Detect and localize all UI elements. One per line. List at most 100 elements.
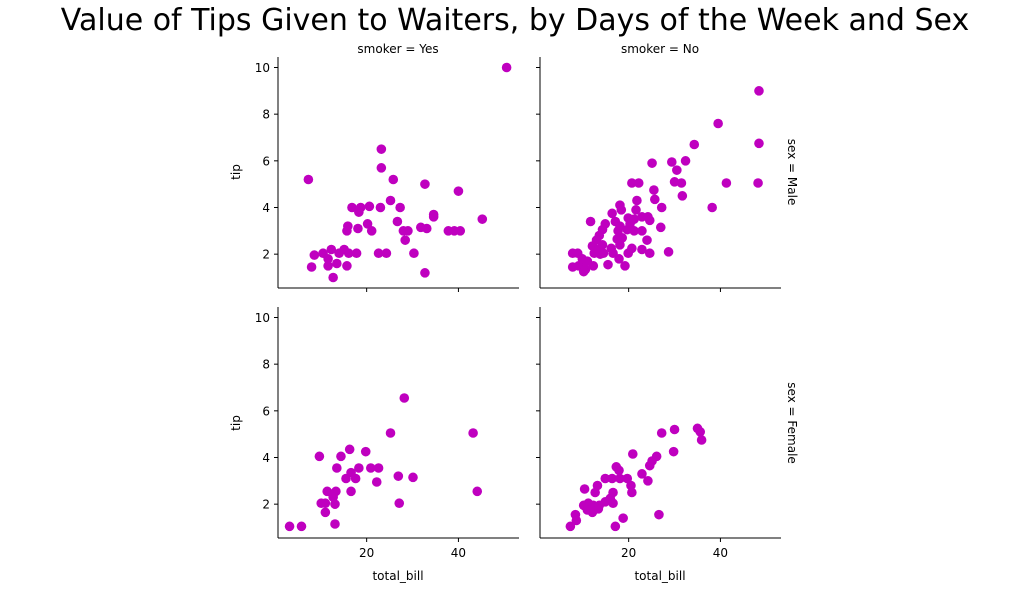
scatter-point <box>400 235 410 245</box>
scatter-point <box>381 248 392 259</box>
scatter-point <box>323 261 333 271</box>
scatter-point <box>713 118 723 129</box>
scatter-point <box>408 472 418 483</box>
scatter-point <box>656 428 667 438</box>
y-tick-label: 6 <box>262 404 270 418</box>
scatter-point <box>668 446 679 457</box>
scatter-point <box>303 174 314 185</box>
chart-title: Value of Tips Given to Waiters, by Days … <box>61 3 969 38</box>
scatter-point <box>579 484 590 494</box>
scatter-point <box>721 178 732 188</box>
scatter-point <box>364 201 375 212</box>
scatter-point <box>614 254 624 264</box>
scatter-point <box>373 463 384 473</box>
x-tick-label: 40 <box>713 546 728 560</box>
row-title-female: sex = Female <box>785 382 799 464</box>
scatter-point <box>672 165 682 175</box>
scatter-point <box>590 487 600 498</box>
scatter-point <box>616 205 627 215</box>
row-title-male: sex = Male <box>785 139 799 206</box>
scatter-point <box>328 272 338 283</box>
scatter-point <box>676 178 687 188</box>
scatter-point <box>343 248 354 259</box>
scatter-point <box>409 248 419 259</box>
x-tick-label: 40 <box>451 546 466 560</box>
scatter-point <box>627 487 637 498</box>
scatter-point <box>578 266 589 277</box>
scatter-point <box>385 428 396 438</box>
scatter-point <box>643 476 653 486</box>
scatter-point <box>477 214 488 224</box>
scatter-point <box>453 186 464 196</box>
scatter-point <box>428 212 439 222</box>
scatter-point <box>600 473 611 484</box>
y-tick-label: 8 <box>262 108 270 122</box>
scatter-point <box>565 521 576 532</box>
scatter-point <box>314 451 325 462</box>
scatter-point <box>375 202 386 213</box>
scatter-point <box>582 256 593 266</box>
scatter-point <box>707 202 717 213</box>
scatter-point <box>344 444 355 455</box>
scatter-point <box>620 261 630 271</box>
scatter-point <box>754 138 764 149</box>
scatter-point <box>320 498 331 509</box>
scatter-point <box>376 144 387 154</box>
x-tick-label: 20 <box>621 546 636 560</box>
scatter-point <box>754 86 764 96</box>
scatter-point <box>618 513 628 523</box>
scatter-point <box>627 178 637 188</box>
scatter-point <box>421 223 432 234</box>
scatter-point <box>341 473 351 484</box>
scatter-point <box>306 262 317 272</box>
scatter-point <box>642 235 652 245</box>
scatter-point <box>644 460 655 471</box>
scatter-point <box>603 259 613 270</box>
scatter-point <box>322 486 332 497</box>
col-title-smoker-no: smoker = No <box>621 42 699 56</box>
scatter-point <box>629 226 639 236</box>
scatter-point <box>689 139 700 150</box>
scatter-point <box>637 226 647 236</box>
scatter-point <box>373 248 384 259</box>
scatter-point <box>650 194 660 205</box>
scatter-point <box>354 207 364 217</box>
scatter-point <box>695 427 706 437</box>
scatter-point <box>403 226 413 236</box>
scatter-point <box>330 519 340 529</box>
x-axis-label-right: total_bill <box>634 569 685 583</box>
scatter-point <box>593 504 604 514</box>
scatter-point <box>637 244 647 255</box>
scatter-point <box>455 226 466 236</box>
scatter-point <box>351 248 362 259</box>
scatter-point <box>644 248 655 259</box>
scatter-point <box>647 158 657 168</box>
y-axis-label-bottom: tip <box>229 415 243 431</box>
scatter-point <box>753 178 763 188</box>
scatter-point <box>371 477 382 487</box>
scatter-point <box>296 521 307 532</box>
scatter-point <box>309 250 320 260</box>
y-tick-label: 10 <box>255 311 270 325</box>
scatter-point <box>392 216 403 227</box>
scatter-point <box>353 223 363 234</box>
scatter-point <box>395 202 405 213</box>
scatter-point <box>399 393 410 403</box>
x-axis-label-left: total_bill <box>372 569 423 583</box>
scatter-point <box>284 521 295 532</box>
scatter-point <box>633 178 644 188</box>
scatter-point <box>680 156 691 166</box>
col-title-smoker-yes: smoker = Yes <box>357 42 438 56</box>
y-axis-label-top: tip <box>229 164 243 180</box>
scatter-point <box>610 521 621 532</box>
scatter-point <box>696 435 707 445</box>
scatter-point <box>385 195 396 206</box>
scatter-point <box>393 471 404 481</box>
scatter-point <box>366 226 377 236</box>
scatter-point <box>669 424 680 435</box>
scatter-point <box>342 226 352 236</box>
scatter-point <box>332 463 342 473</box>
scatter-point <box>342 261 352 271</box>
scatter-point <box>346 486 356 497</box>
